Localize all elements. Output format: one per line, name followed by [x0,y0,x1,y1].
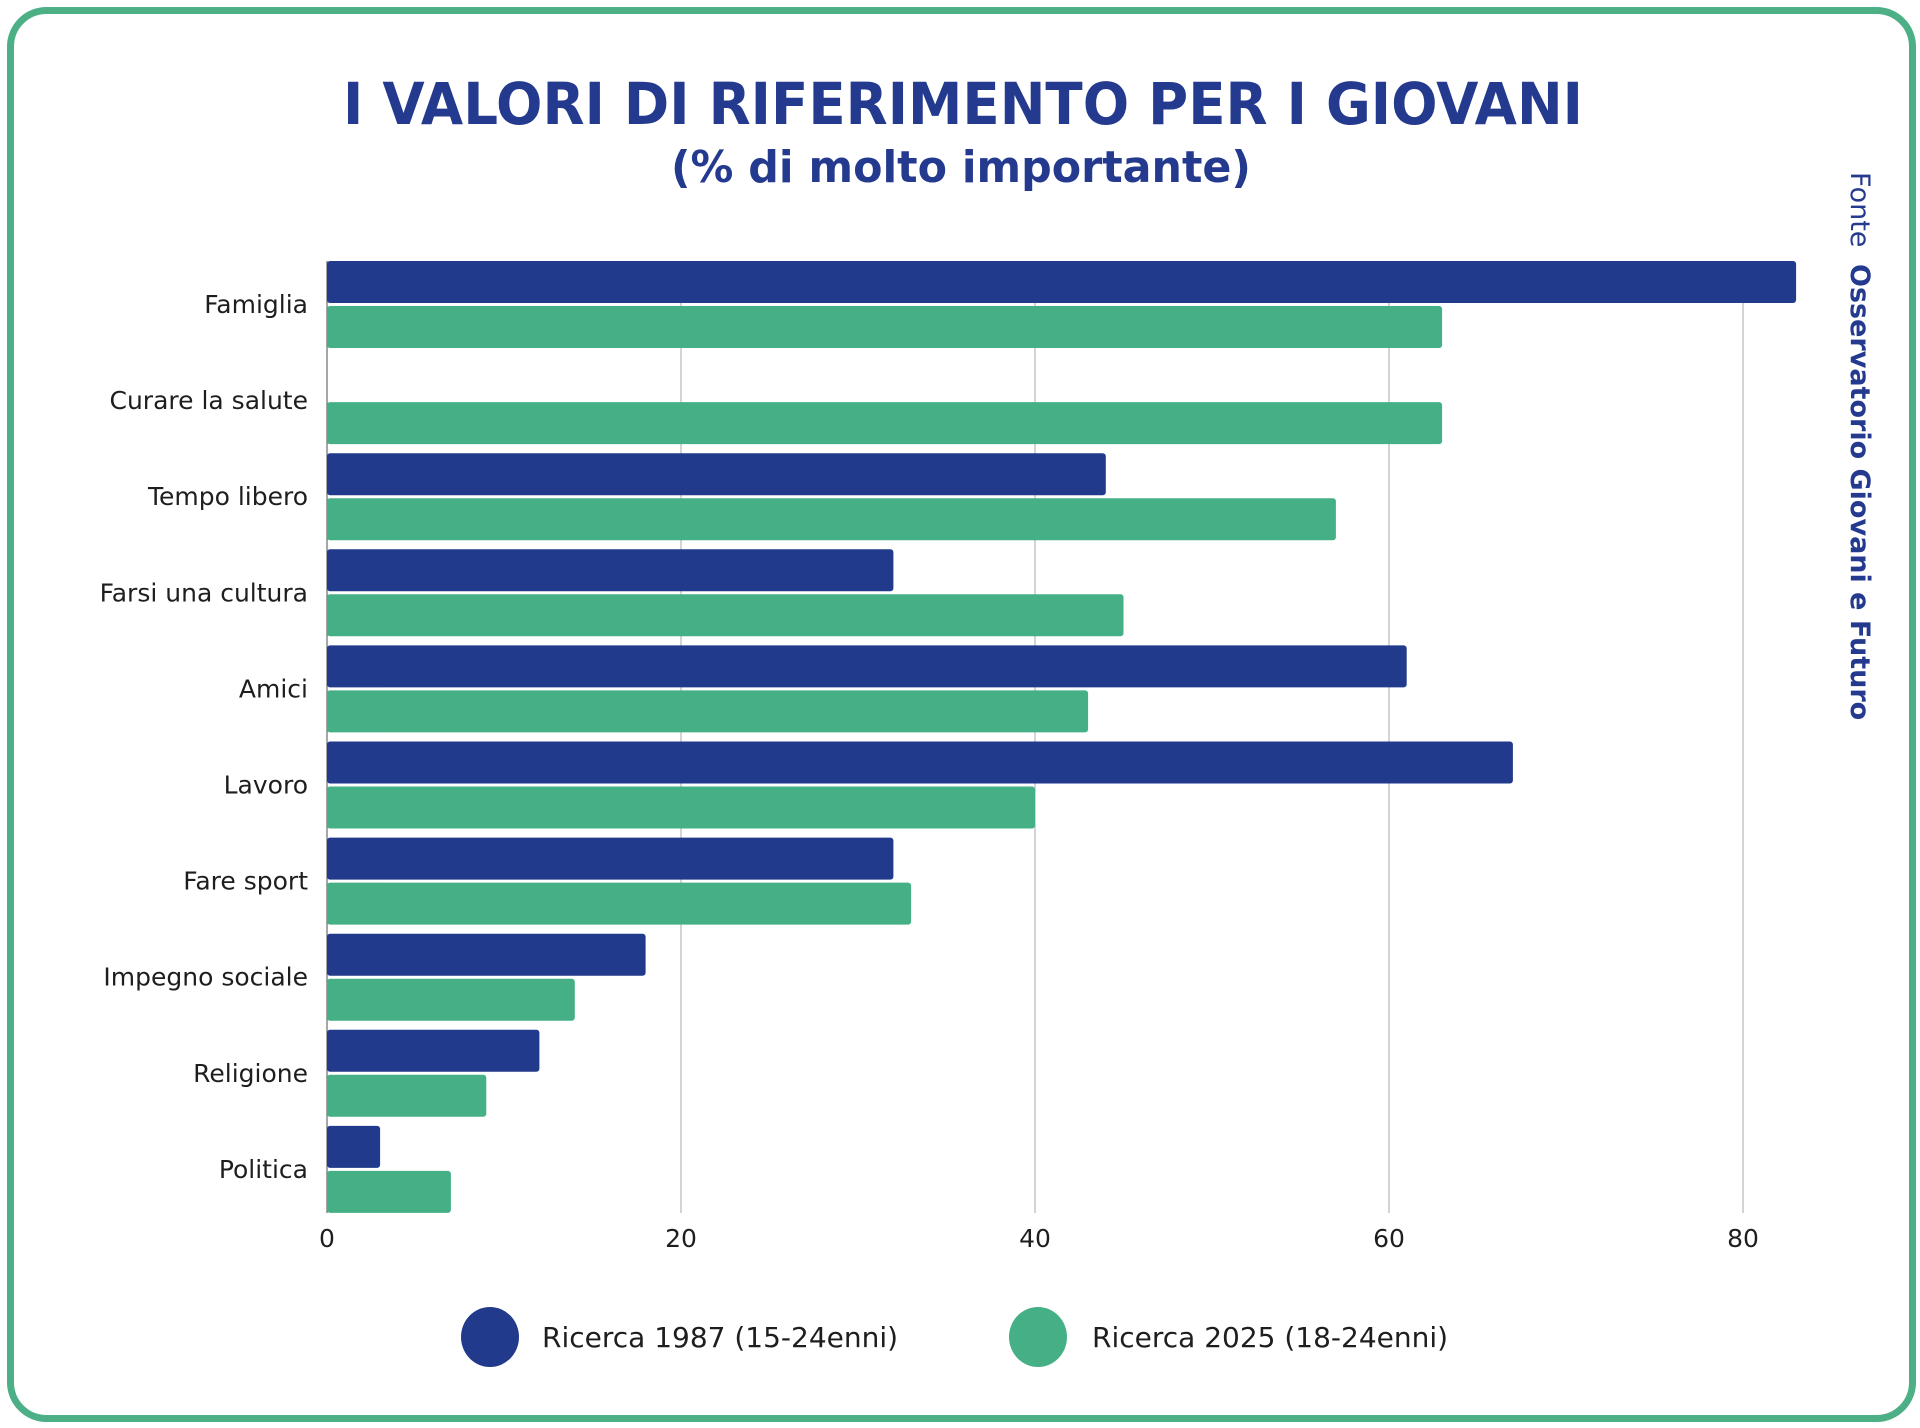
category-label: Curare la salute [110,386,309,415]
bars [327,261,1797,1213]
category-label: Politica [219,1155,308,1184]
category-label: Tempo libero [147,482,308,511]
chart-title: I VALORI DI RIFERIMENTO PER I GIOVANI [343,70,1583,138]
bar-2025-amici [327,690,1089,733]
bar-1987-fare-sport [327,837,894,880]
bar-2025-religione [327,1074,487,1117]
bar-1987-tempo-libero [327,453,1106,496]
x-axis-ticks: 0 20 40 60 80 [319,1224,1759,1253]
x-tick-label: 80 [1727,1224,1759,1253]
chart-subtitle: (% di molto importante) [671,142,1251,193]
bar-1987-famiglia [327,261,1797,303]
bar-2025-farsi-una-cultura [327,594,1124,637]
bar-2025-impegno-sociale [327,978,575,1021]
source-name: Osservatorio Giovani e Futuro [1844,264,1875,720]
source-label: Fonte [1844,172,1875,247]
x-tick-label: 0 [319,1224,335,1253]
bar-1987-farsi-una-cultura [327,549,894,592]
bar-2025-famiglia [327,306,1443,348]
bar-2025-fare-sport [327,882,912,925]
legend: Ricerca 1987 (15-24enni) Ricerca 2025 (18… [461,1307,1448,1367]
bar-1987-lavoro [327,741,1513,784]
category-label: Famiglia [204,290,308,319]
bar-2025-curare-la-salute [327,402,1443,445]
x-tick-label: 20 [665,1224,697,1253]
x-tick-label: 60 [1373,1224,1405,1253]
bar-1987-impegno-sociale [327,933,646,976]
category-label: Amici [239,674,308,703]
bar-1987-amici [327,645,1407,688]
bar-2025-tempo-libero [327,498,1336,541]
legend-marker-1987 [461,1307,519,1367]
category-label: Farsi una cultura [100,578,308,607]
category-label: Religione [193,1059,308,1088]
category-label: Fare sport [183,867,308,896]
bar-1987-religione [327,1029,540,1072]
x-tick-label: 40 [1019,1224,1051,1253]
legend-label-1987: Ricerca 1987 (15-24enni) [542,1321,898,1354]
bar-1987-politica [327,1125,381,1168]
legend-label-2025: Ricerca 2025 (18-24enni) [1092,1321,1448,1354]
category-label: Impegno sociale [103,963,308,992]
category-label: Lavoro [224,771,308,800]
legend-marker-2025 [1009,1307,1067,1367]
source-note: Fonte Osservatorio Giovani e Futuro [1844,172,1875,720]
category-labels: Famiglia Curare la salute Tempo libero Fars… [100,290,309,1184]
bar-2025-politica [327,1170,451,1213]
bar-2025-lavoro [327,786,1035,829]
